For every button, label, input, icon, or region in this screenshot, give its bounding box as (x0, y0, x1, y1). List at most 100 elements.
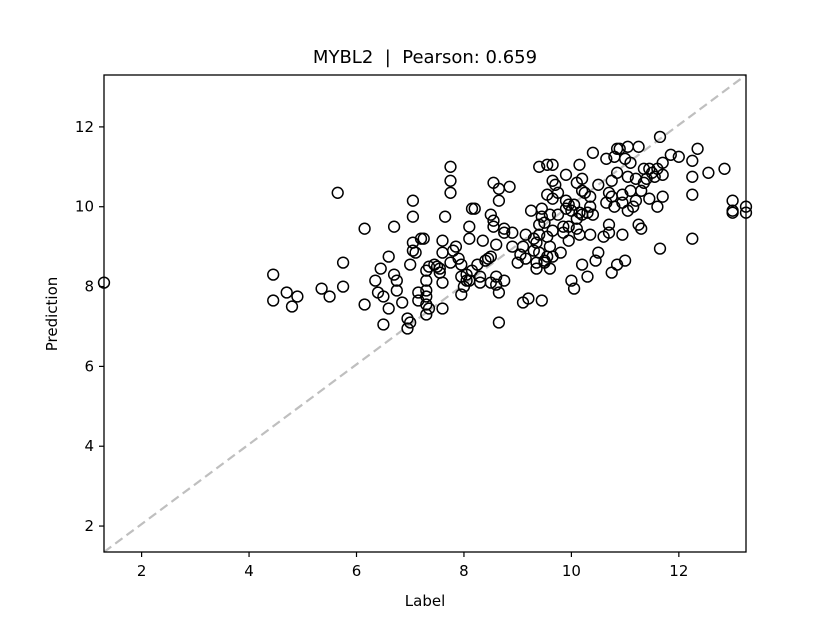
data-point (584, 190, 597, 203)
data-point (718, 162, 731, 175)
data-point (573, 206, 586, 219)
data-point (516, 240, 530, 253)
data-point (358, 222, 371, 235)
data-point (315, 282, 328, 295)
data-point (562, 198, 575, 211)
y-axis-label: Prediction (43, 277, 61, 352)
data-point (562, 220, 575, 233)
data-point (490, 238, 503, 251)
data-point (498, 274, 511, 287)
data-point (492, 286, 506, 299)
data-point (336, 280, 350, 293)
data-point (562, 234, 575, 247)
data-point (570, 222, 583, 235)
data-point (557, 220, 570, 233)
data-point (554, 246, 567, 259)
data-point (592, 246, 605, 259)
data-point (390, 284, 403, 297)
data-point (382, 250, 395, 263)
data-point (401, 322, 414, 335)
data-point (492, 194, 506, 207)
data-point (267, 294, 280, 307)
data-point (404, 316, 417, 329)
data-point (487, 214, 500, 227)
x-axis-ticks: 2 4 6 8 10 12 (137, 552, 688, 580)
data-point (420, 308, 433, 321)
data-point (610, 166, 624, 179)
x-tick-label: 6 (352, 562, 362, 580)
data-point (420, 284, 433, 297)
data-point (433, 262, 446, 275)
data-point (584, 200, 597, 213)
data-point (522, 292, 535, 305)
data-points (97, 130, 753, 335)
data-point (546, 158, 559, 171)
data-point (323, 290, 336, 303)
data-point (503, 180, 516, 193)
data-point (686, 232, 699, 245)
data-point (519, 252, 532, 265)
data-point (409, 246, 422, 259)
data-point (406, 210, 420, 223)
data-point (449, 240, 463, 253)
data-point (686, 154, 699, 167)
data-point (656, 190, 669, 203)
data-point (377, 318, 390, 331)
data-point (527, 244, 540, 257)
data-point (404, 258, 417, 271)
data-point (653, 242, 667, 255)
y-tick-label: 2 (84, 517, 94, 535)
x-tick-label: 2 (137, 562, 147, 580)
data-point (672, 150, 685, 163)
data-point (444, 174, 457, 187)
data-point (533, 160, 546, 173)
data-point (686, 170, 699, 183)
data-point (600, 152, 613, 165)
data-point (369, 274, 382, 287)
data-point (291, 290, 304, 303)
data-point (417, 232, 430, 245)
data-point (643, 192, 656, 205)
y-axis-ticks: 2 4 6 8 10 12 (75, 118, 104, 535)
data-point (430, 260, 444, 273)
data-point (420, 290, 433, 303)
data-point (484, 250, 497, 263)
data-point (602, 226, 616, 239)
data-point (627, 200, 640, 213)
data-point (285, 300, 299, 313)
data-point (632, 140, 645, 153)
data-point (543, 208, 557, 221)
data-point (581, 270, 594, 283)
data-point (387, 220, 401, 233)
y-tick-label: 10 (75, 198, 94, 216)
data-point (726, 194, 739, 207)
data-point (455, 288, 468, 301)
data-point (565, 274, 578, 287)
data-point (280, 286, 293, 299)
data-point (567, 282, 581, 295)
data-point (586, 146, 600, 159)
data-point (635, 222, 648, 235)
data-point (436, 276, 449, 289)
x-tick-label: 10 (562, 562, 581, 580)
data-point (473, 270, 487, 283)
data-point (406, 194, 420, 207)
data-point (573, 158, 586, 171)
y-tick-label: 4 (84, 437, 94, 455)
x-tick-label: 4 (244, 562, 254, 580)
data-point (551, 186, 565, 199)
data-point (390, 274, 403, 287)
data-point (575, 172, 589, 185)
data-point (463, 220, 476, 233)
data-point (331, 186, 344, 199)
data-point (444, 160, 457, 173)
chart-title: MYBL2 | Pearson: 0.659 (313, 47, 537, 68)
y-tick-label: 8 (84, 278, 94, 296)
data-point (506, 226, 519, 239)
data-point (551, 208, 565, 221)
y-tick-label: 12 (75, 118, 94, 136)
data-point (358, 298, 371, 311)
data-point (476, 234, 489, 247)
data-point (530, 262, 543, 275)
